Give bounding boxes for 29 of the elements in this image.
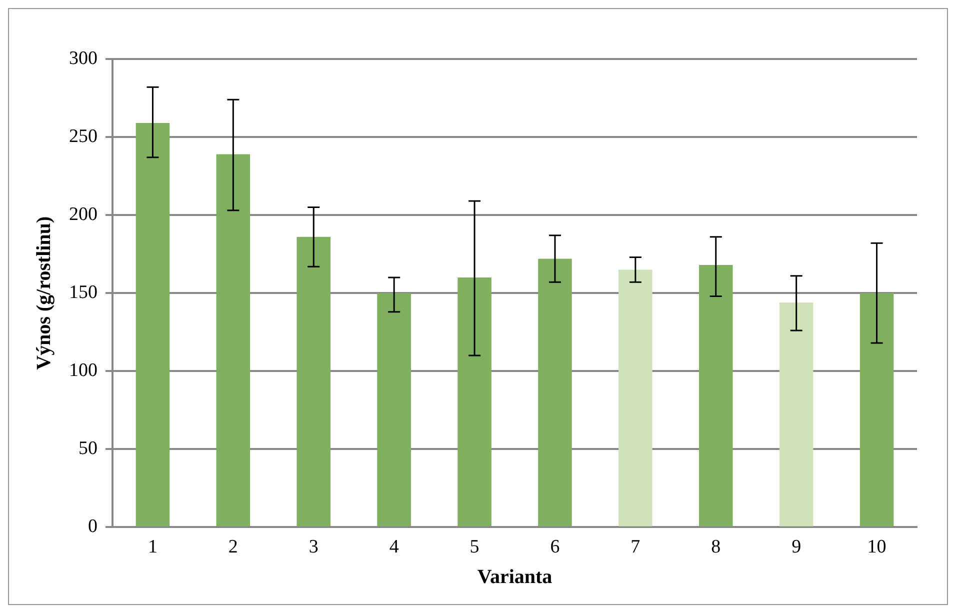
y-axis-title: Výnos (g/rostlinu): [33, 216, 56, 370]
bar: [136, 122, 170, 526]
x-tick-label: 3: [308, 536, 318, 558]
x-tick-label: 6: [550, 536, 560, 558]
x-tick-label: 4: [389, 536, 400, 558]
y-tick-label: 50: [78, 438, 98, 460]
y-tick-label: 150: [69, 282, 98, 304]
bar: [216, 154, 250, 526]
x-tick-label: 10: [867, 536, 886, 558]
bar: [860, 293, 894, 526]
x-axis-title: Varianta: [477, 566, 552, 588]
x-tick-label: 5: [470, 536, 480, 558]
bar: [779, 302, 814, 526]
y-tick-label: 100: [69, 360, 98, 382]
x-tick-label: 9: [792, 536, 802, 558]
x-tick-label: 2: [228, 536, 238, 558]
bar: [698, 265, 733, 526]
y-tick-label: 300: [69, 48, 98, 69]
y-tick-label: 0: [88, 516, 98, 538]
bar: [458, 277, 492, 526]
bar: [377, 293, 411, 526]
x-tick-label: 1: [148, 536, 158, 558]
y-tick-label: 250: [69, 126, 98, 148]
bar: [618, 270, 652, 526]
bar: [538, 258, 572, 526]
x-tick-label: 7: [630, 536, 640, 558]
bar: [296, 236, 331, 526]
x-tick-label: 8: [711, 536, 721, 558]
y-tick-label: 200: [69, 204, 98, 226]
